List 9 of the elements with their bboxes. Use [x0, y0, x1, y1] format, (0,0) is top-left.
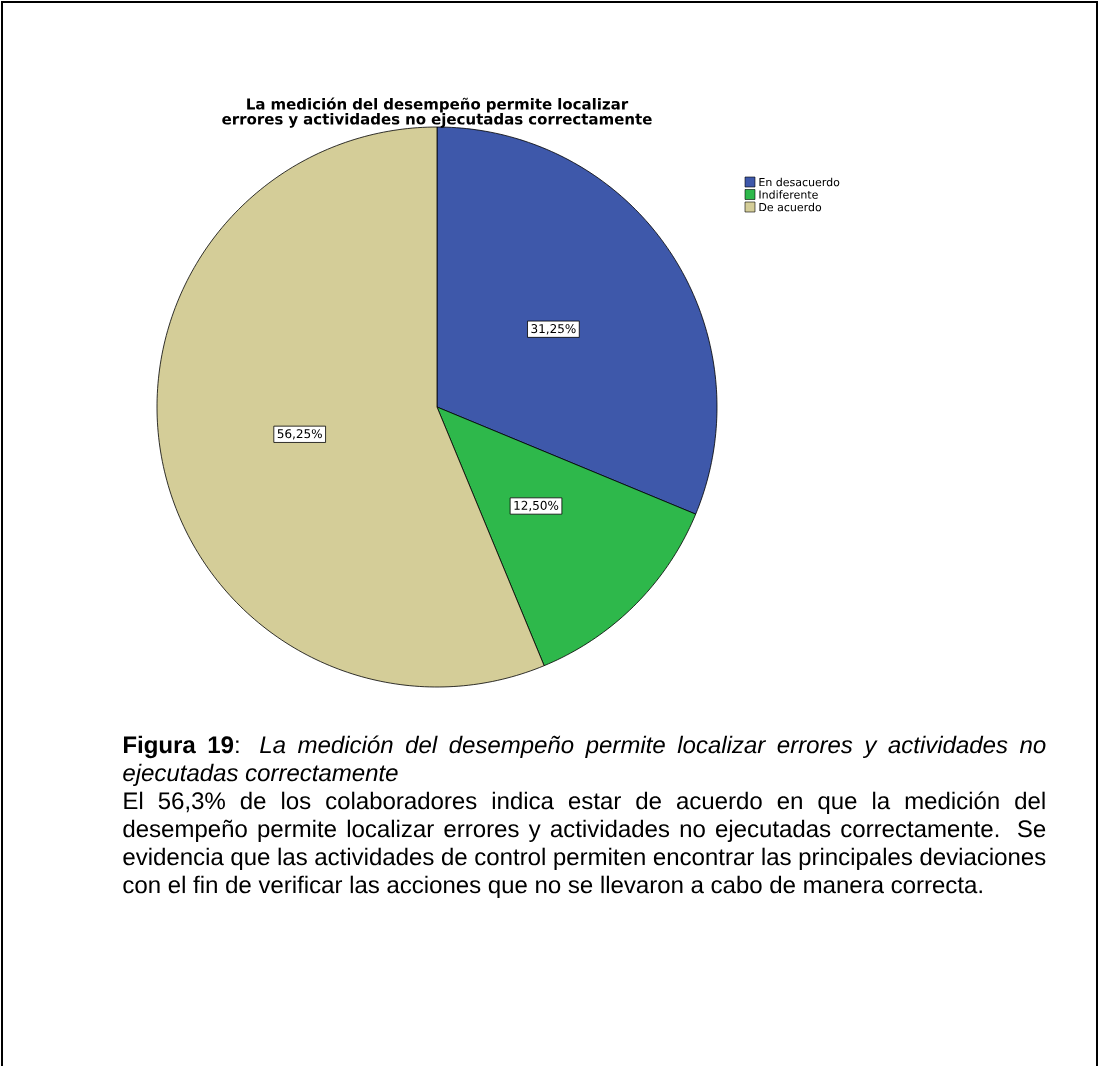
legend-label: En desacuerdo: [759, 177, 840, 187]
legend-label: De acuerdo: [759, 202, 822, 212]
text: Figura 19: La medición del desempeño permite localizar errores y actividades no ejecutadas correctamente: [123, 735, 1046, 787]
data-label: 12,50%: [514, 500, 559, 512]
data-label: 31,25%: [531, 324, 576, 335]
data-label: 56,25%: [277, 429, 322, 440]
chart-title: La medición del desempeño permite localizar errores y actividades no ejecutadas correctamente: [222, 97, 652, 128]
legend-label: Indiferente: [759, 190, 818, 199]
text: El 56,3% de los colaboradores indica estar de acuerdo en que la medición del desempeño permite localizar errores y actividades no ejecutadas correctamente. Se evidencia que las actividades de control permiten encontrar las principales deviaciones con el fin de verificar las acciones que no se llevaron a cabo de manera correcta.: [123, 791, 1046, 899]
